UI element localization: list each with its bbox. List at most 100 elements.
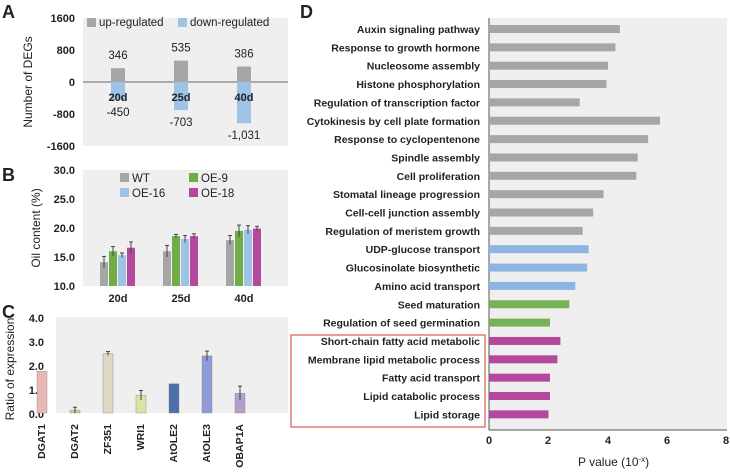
panel-d-xtick: 6 <box>664 435 670 447</box>
panel-c-xtick: DGAT1 <box>36 424 48 459</box>
panel-d-bar <box>489 281 576 290</box>
panel-c-chart: Ratio of expression 4.0 3.0 2.0 1.0 0.0 … <box>3 313 288 468</box>
panel-d-bar <box>489 61 608 70</box>
panel-d-term-label: Stomatal lineage progression <box>333 189 480 201</box>
panel-c-xtick: DGAT2 <box>69 424 81 459</box>
panel-label-b: B <box>2 165 15 185</box>
panel-d-bar <box>489 80 607 89</box>
panel-d-plot-area <box>489 18 727 430</box>
panel-a-data-label-up: 346 <box>108 50 127 62</box>
panel-a-bar-up <box>111 68 125 82</box>
panel-label-c: C <box>2 302 15 322</box>
panel-a-y-axis-label: Number of DEGs <box>21 36 35 127</box>
panel-d-xtick: 4 <box>605 435 612 447</box>
panel-a-y-ticks: 1600 800 0 -800 -1600 <box>47 13 75 153</box>
panel-c-bar <box>36 371 48 414</box>
panel-d-xtick: 0 <box>486 435 492 447</box>
panel-d-xtick: 2 <box>545 435 551 447</box>
panel-d-bar <box>489 171 637 180</box>
panel-d-bar <box>489 153 638 162</box>
panel-b-bar <box>244 229 252 286</box>
panel-b-ytick: 20.0 <box>54 223 75 235</box>
panel-b-legend-wt: WT <box>132 173 150 185</box>
panel-d-xtick: 8 <box>723 435 729 447</box>
panel-d-term-label: UDP-glucose transport <box>366 244 481 256</box>
panel-b-bar <box>226 240 234 286</box>
panel-d-bar <box>489 318 550 327</box>
panel-c-xtick: AtOLE3 <box>201 424 213 463</box>
panel-b-chart: Oil content (%) 30.0 25.0 20.0 15.0 10.0… <box>29 165 288 305</box>
panel-c-y-axis-label: Ratio of expression <box>3 318 17 421</box>
panel-d-term-label: Cytokinesis by cell plate formation <box>307 116 480 128</box>
panel-a-data-label-up: 386 <box>234 49 253 61</box>
panel-a-xtick: 25d <box>172 92 191 104</box>
panel-d-term-label: Fatty acid transport <box>382 373 481 385</box>
panel-d-bar <box>489 43 616 52</box>
panel-d-term-label: Spindle assembly <box>391 152 480 164</box>
panel-d-term-label: Lipid catabolic process <box>363 391 480 403</box>
panel-c-xtick: WRI1 <box>135 424 147 450</box>
panel-b-y-ticks: 30.0 25.0 20.0 15.0 10.0 <box>54 165 75 293</box>
panel-a-ytick: -800 <box>53 109 75 121</box>
panel-d-x-ticks: 0 2 4 6 8 <box>486 435 729 447</box>
panel-b-legend-oe16: OE-16 <box>132 188 165 200</box>
panel-a-ytick: 800 <box>57 45 75 57</box>
panel-b-y-axis-label: Oil content (%) <box>29 188 43 267</box>
panel-d-bar <box>489 392 550 400</box>
panel-a-bar-down <box>237 82 251 124</box>
panel-d-term-label: Histone phosphorylation <box>356 79 480 91</box>
panel-b-ytick: 10.0 <box>54 281 75 293</box>
panel-label-d: D <box>300 2 313 22</box>
panel-c-xtick: AtOLE2 <box>168 424 180 463</box>
panel-b-bar <box>163 251 171 286</box>
panel-a-ytick: 0 <box>69 77 75 89</box>
panel-d-bar <box>489 135 649 144</box>
panel-d-x-axis-label: P value (10-x) <box>578 455 649 469</box>
panel-c-ytick: 2.0 <box>29 361 44 373</box>
panel-d-term-label: Cell-cell junction assembly <box>345 208 480 220</box>
panel-b-legend-swatch-oe9 <box>189 173 198 182</box>
panel-b-bar <box>127 247 135 286</box>
panel-b-ytick: 25.0 <box>54 194 75 206</box>
panel-a-data-label-down: -703 <box>169 117 192 129</box>
panel-d-term-label: Membrane lipid metabolic process <box>308 354 480 366</box>
panel-b-bar <box>181 239 189 286</box>
panel-d-term-label: Regulation of transcription factor <box>314 97 480 109</box>
panel-a-legend-swatch-down <box>178 18 187 27</box>
panel-d-term-label: Cell proliferation <box>397 171 480 183</box>
panel-d-bar <box>489 300 570 309</box>
panel-a-ytick: -1600 <box>47 141 75 153</box>
panel-c-bar <box>201 355 213 414</box>
panel-b-legend-oe18: OE-18 <box>201 188 234 200</box>
panel-label-a: A <box>2 2 15 22</box>
panel-a-bar-up <box>237 66 251 82</box>
panel-a-legend-swatch-up <box>87 18 96 27</box>
panel-a-legend-up: up-regulated <box>99 17 164 29</box>
panel-a-xtick: 20d <box>109 92 128 104</box>
panel-d-bar <box>489 336 561 345</box>
panel-c-ytick: 4.0 <box>29 313 44 325</box>
panel-b-bar <box>100 262 108 286</box>
panel-d-bar <box>489 245 589 254</box>
panel-d-term-label: Glucosinolate biosynthetic <box>346 263 480 275</box>
panel-d-bar <box>489 190 604 199</box>
panel-a-bar-down <box>111 82 125 100</box>
panel-d-term-label: Short-chain fatty acid metabolic <box>321 336 480 348</box>
panel-b-legend-swatch-oe16 <box>120 188 129 197</box>
panel-a-bar-up <box>174 60 188 82</box>
panel-c-xtick: OBAP1A <box>234 424 246 468</box>
panel-b-bar <box>109 251 117 286</box>
panel-d-term-label: Response to cyclopentenone <box>334 134 480 146</box>
panel-d-bar <box>489 373 550 382</box>
panel-b-xtick: 25d <box>172 293 191 305</box>
panel-b-bar <box>253 228 261 286</box>
panel-b-legend-swatch-wt <box>120 173 129 182</box>
panel-d-bar <box>489 116 661 125</box>
panel-c-bar <box>168 383 180 414</box>
panel-a-chart: Number of DEGs 1600 800 0 -800 -1600 up-… <box>21 13 288 153</box>
panel-c-xtick: ZF351 <box>102 424 114 455</box>
panel-d-chart: Auxin signaling pathway Response to growt… <box>290 18 729 469</box>
panel-d-term-label: Nucleosome assembly <box>367 61 480 73</box>
panel-d-highlight-box <box>290 334 486 428</box>
